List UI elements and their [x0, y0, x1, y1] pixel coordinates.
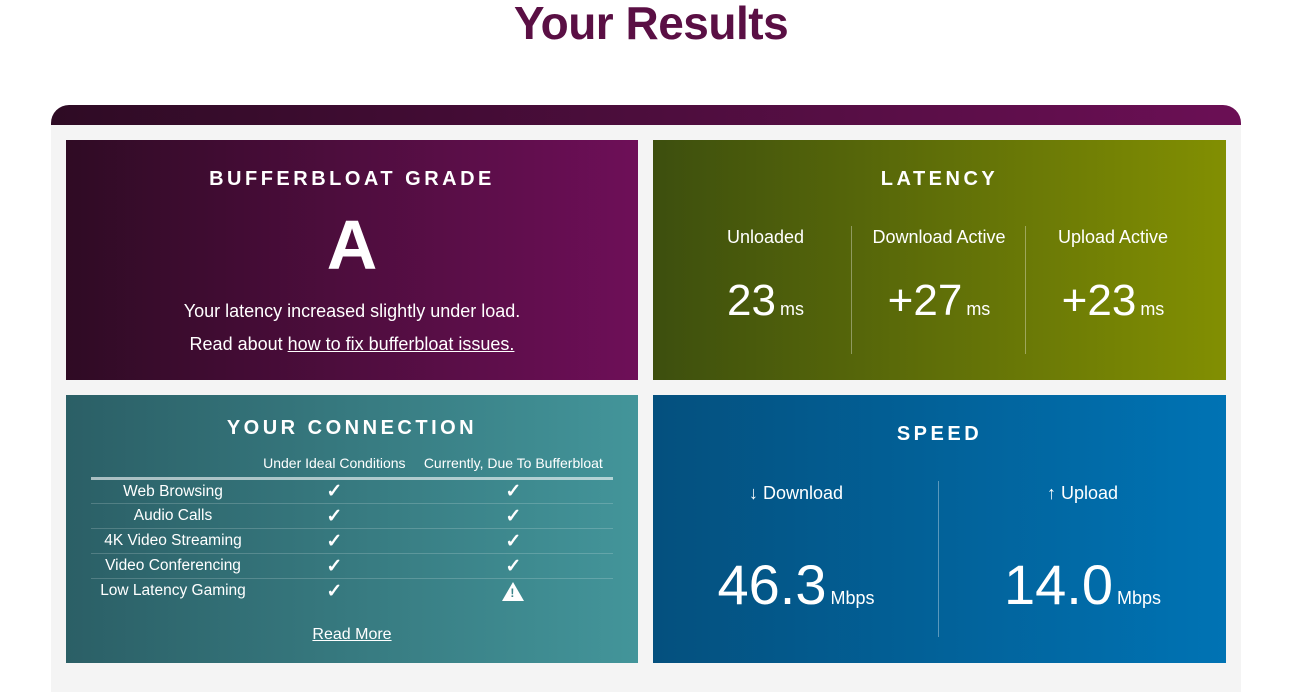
check-icon: ✓	[505, 481, 522, 502]
latency-value: +23	[1061, 276, 1137, 325]
connection-table: Under Ideal Conditions Currently, Due To…	[91, 455, 613, 604]
activity-name: Low Latency Gaming	[100, 582, 246, 600]
check-icon: ✓	[505, 505, 522, 527]
ideal-status: ✓	[255, 478, 414, 504]
table-row: 4K Video Streaming ✓ ✓	[91, 528, 613, 554]
latency-download-active: Download Active +27 ms	[852, 225, 1026, 355]
ideal-status: ✓	[255, 528, 414, 554]
latency-label: Unloaded	[726, 227, 805, 247]
upload-value: 14.0	[1003, 553, 1113, 616]
your-connection-card: YOUR CONNECTION Under Ideal Conditions C…	[66, 395, 638, 663]
column-header-current: Currently, Due To Bufferbloat	[413, 455, 613, 480]
connection-heading: YOUR CONNECTION	[226, 417, 478, 439]
grade-heading: BUFFERBLOAT GRADE	[209, 168, 495, 190]
latency-heading: LATENCY	[880, 168, 999, 190]
download-unit: Mbps	[830, 588, 875, 608]
grade-letter: A	[326, 206, 378, 284]
table-row: Web Browsing ✓ ✓	[91, 478, 613, 504]
latency-value: 23	[727, 276, 776, 325]
warning-icon: !	[502, 581, 525, 601]
check-icon: ✓	[505, 555, 522, 577]
latency-label: Upload Active	[1057, 227, 1169, 247]
latency-unit: ms	[966, 299, 991, 319]
activity-name: Video Conferencing	[91, 553, 255, 579]
check-icon: ✓	[326, 580, 343, 602]
divider	[938, 481, 939, 637]
ideal-status: ✓	[255, 503, 414, 529]
table-row: Audio Calls ✓ ✓	[91, 503, 613, 529]
current-status: ✓	[413, 503, 613, 529]
check-icon: ✓	[326, 555, 343, 577]
check-icon: ✓	[326, 530, 343, 552]
speed-heading: SPEED	[896, 423, 983, 445]
latency-upload-active: Upload Active +23 ms	[1026, 225, 1200, 355]
table-row: Video Conferencing ✓ ✓	[91, 553, 613, 579]
ideal-status: ✓	[255, 553, 414, 579]
grade-read-about: Read about how to fix bufferbloat issues…	[66, 334, 638, 355]
current-status: !	[414, 579, 613, 604]
check-icon: ✓	[505, 530, 522, 552]
column-header-activity	[91, 455, 255, 480]
latency-unit: ms	[1140, 299, 1165, 319]
current-status: ✓	[413, 478, 613, 504]
latency-value: +27	[887, 276, 963, 325]
column-header-ideal: Under Ideal Conditions	[255, 455, 414, 480]
ideal-status: ✓	[255, 579, 414, 604]
speed-download: ↓ Download 46.3 Mbps	[653, 481, 939, 616]
latency-card: LATENCY Unloaded 23 ms Download Active +2…	[653, 140, 1226, 380]
download-value: 46.3	[717, 553, 827, 616]
speed-upload: ↑ Upload 14.0 Mbps	[939, 481, 1226, 616]
download-label: ↓ Download	[748, 483, 844, 503]
activity-name: Audio Calls	[91, 503, 255, 529]
current-status: ✓	[413, 528, 613, 554]
bufferbloat-grade-card: BUFFERBLOAT GRADE A Your latency increas…	[66, 140, 638, 380]
activity-name: Web Browsing	[91, 478, 255, 504]
read-about-text: Read about	[189, 334, 283, 354]
divider	[1025, 226, 1026, 354]
upload-unit: Mbps	[1116, 588, 1161, 608]
page-title: Your Results	[513, 0, 789, 49]
grade-description: Your latency increased slightly under lo…	[183, 301, 521, 321]
divider	[851, 226, 852, 354]
current-status: ✓	[413, 553, 613, 579]
check-icon: ✓	[326, 505, 343, 527]
upload-label: ↑ Upload	[1046, 483, 1119, 503]
speed-card: SPEED ↓ Download 46.3 Mbps ↑ Upload 14.0 M…	[653, 395, 1226, 663]
check-icon: ✓	[326, 481, 343, 502]
results-header-bar	[51, 105, 1241, 125]
table-row: Low Latency Gaming ✓!	[91, 579, 613, 604]
read-more-link[interactable]: Read More	[312, 626, 392, 643]
latency-unloaded: Unloaded 23 ms	[678, 225, 853, 355]
latency-label: Download Active	[872, 227, 1006, 247]
fix-bufferbloat-link[interactable]: how to fix bufferbloat issues.	[287, 334, 515, 354]
activity-name: 4K Video Streaming	[91, 528, 255, 554]
latency-unit: ms	[779, 299, 804, 319]
